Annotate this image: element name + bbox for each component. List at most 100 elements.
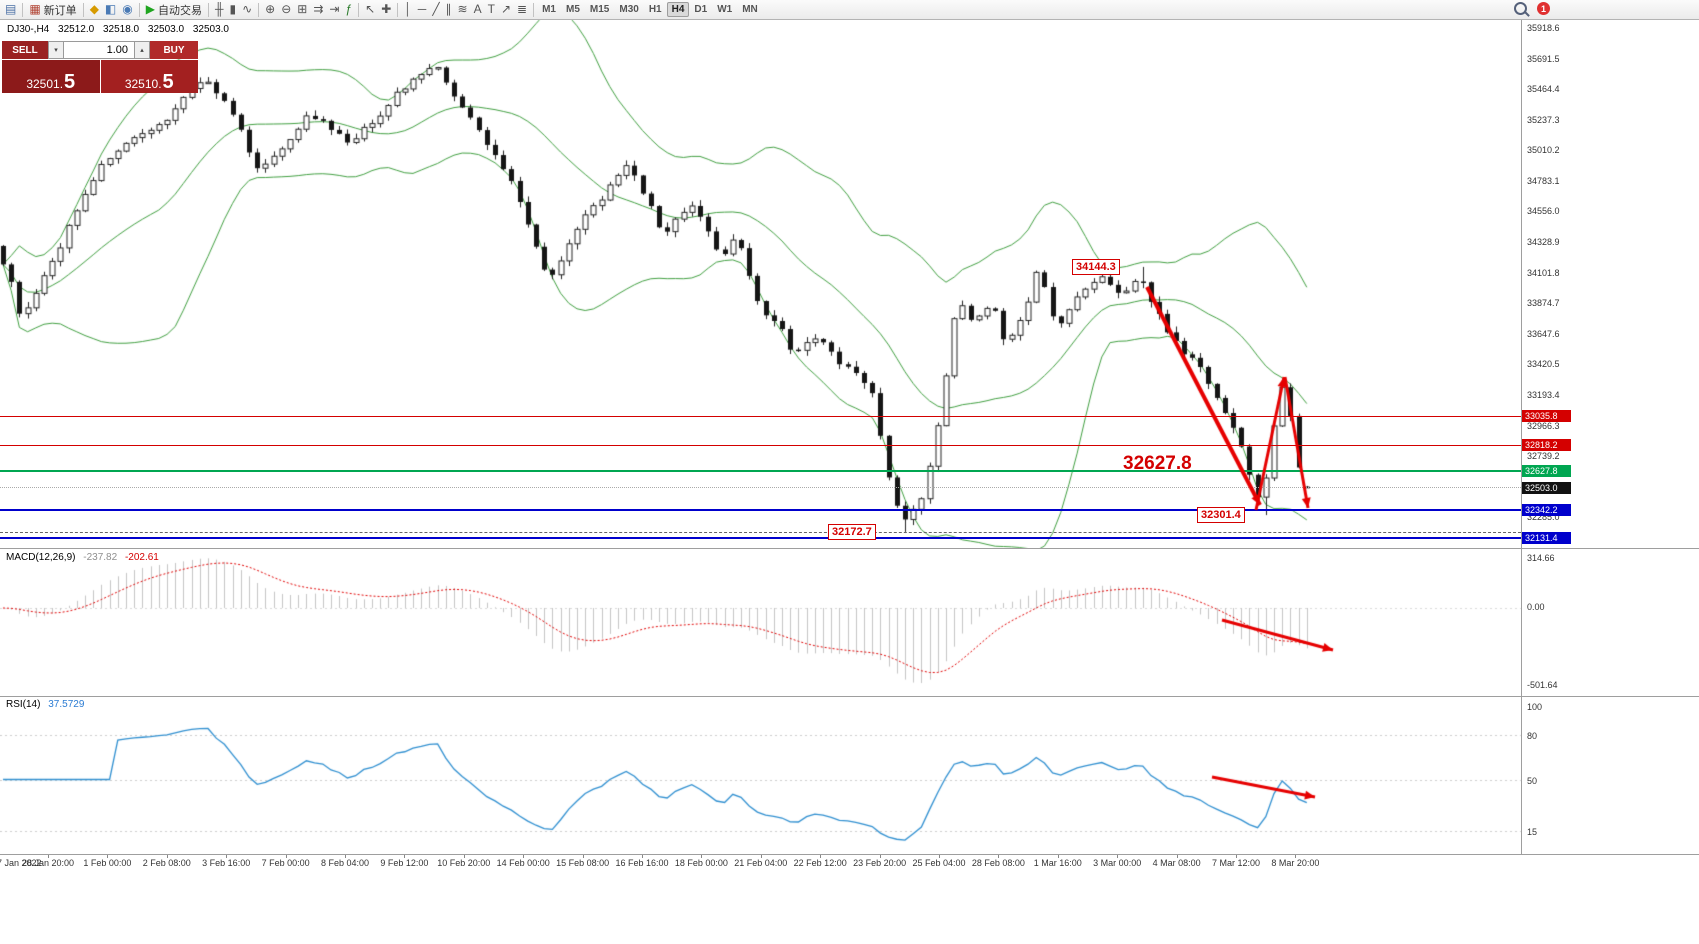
macd-label: MACD(12,26,9) -237.82 -202.61 — [6, 552, 159, 563]
timeframe-d1-button[interactable]: D1 — [694, 4, 708, 15]
chart-window-icon: ▤ — [5, 2, 17, 16]
channel-icon: ∥ — [445, 2, 452, 16]
channel-icon[interactable]: ∥ — [443, 1, 455, 18]
lot-decrease-button[interactable]: ▾ — [48, 41, 64, 59]
search-icon[interactable] — [1514, 2, 1527, 15]
alerts-icon[interactable]: ◉ — [119, 1, 135, 18]
toolbar-separator — [138, 2, 140, 17]
timeframe-h1-button[interactable]: H1 — [648, 4, 662, 15]
one-click-trading-panel: SELL ▾ 1.00 ▴ BUY 32501. 5 32510. 5 — [2, 41, 198, 93]
symbol-info: DJ30-,H4 32512.0 32518.0 32503.0 32503.0 — [7, 24, 235, 35]
hline-33035.8[interactable] — [0, 415, 1521, 417]
tile-windows-icon[interactable]: ⊞ — [294, 1, 310, 18]
profiles-icon[interactable]: ◧ — [102, 1, 119, 18]
hline-32342.2[interactable] — [0, 508, 1521, 511]
price-axis-label: 34556.0 — [1527, 206, 1560, 217]
sell-button[interactable]: SELL — [2, 41, 48, 59]
hline-32818.2[interactable] — [0, 444, 1521, 446]
trendline-icon[interactable]: ╱ — [429, 1, 442, 18]
time-axis-label: 14 Feb 00:00 — [496, 858, 550, 868]
price-axis-label: 33874.7 — [1527, 298, 1560, 309]
rsi-scale-label: 100 — [1527, 702, 1543, 712]
macd-pane-separator[interactable] — [0, 548, 1699, 549]
price-tag-32131.4: 32131.4 — [1522, 531, 1571, 544]
fibonacci-icon[interactable]: ≋ — [455, 1, 471, 18]
price-annotation-34144[interactable]: 34144.3 — [1072, 258, 1120, 275]
time-axis-tick — [166, 855, 168, 858]
time-axis-tick — [463, 855, 465, 858]
hline-32503[interactable] — [0, 487, 1521, 489]
arrows-icon[interactable]: ↗ — [498, 1, 514, 18]
time-axis-separator — [0, 854, 1699, 855]
timeframe-m30-button[interactable]: M30 — [619, 4, 639, 15]
time-axis-label: 28 Feb 08:00 — [971, 858, 1025, 868]
timeframe-w1-button[interactable]: W1 — [717, 4, 733, 15]
timeframe-m5-button[interactable]: M5 — [566, 4, 580, 15]
timeframe-h4-button[interactable]: H4 — [666, 2, 690, 17]
time-axis-label: 16 Feb 16:00 — [615, 858, 669, 868]
crosshair-icon[interactable]: ✚ — [378, 1, 394, 18]
new-order-button-label: 新订单 — [43, 4, 77, 17]
time-axis-tick — [107, 855, 109, 858]
macd-scale-zero: 0.00 — [1527, 602, 1545, 612]
hline-32627.8[interactable] — [0, 470, 1521, 473]
zoom-in-icon[interactable]: ⊕ — [262, 1, 278, 18]
line-chart-icon[interactable]: ∿ — [239, 1, 255, 18]
notification-badge[interactable]: 1 — [1537, 2, 1550, 15]
buy-button[interactable]: BUY — [150, 41, 198, 59]
lot-size-input[interactable]: 1.00 — [64, 41, 134, 59]
time-axis-tick — [939, 855, 940, 858]
timeframe-m1-button[interactable]: M1 — [542, 4, 556, 15]
bar-chart-icon[interactable]: ╫ — [212, 1, 227, 18]
buy-price-button[interactable]: 32510. 5 — [100, 60, 198, 93]
cursor-icon[interactable]: ↖ — [362, 1, 378, 18]
hline-32172.7[interactable] — [0, 531, 1521, 533]
price-annotation-32627[interactable]: 32627.8 — [1123, 453, 1192, 474]
candlestick-chart-icon[interactable]: ▮ — [227, 1, 240, 18]
chart-shift-icon[interactable]: ⇥ — [326, 1, 342, 18]
rsi-pane-separator[interactable] — [0, 696, 1699, 697]
price-tag-32342.2: 32342.2 — [1522, 503, 1571, 516]
price-axis-label: 34101.8 — [1527, 267, 1560, 278]
autoscroll-icon[interactable]: ⇉ — [310, 1, 326, 18]
price-annotation-32172[interactable]: 32172.7 — [828, 524, 876, 541]
indicators-icon[interactable]: ƒ — [342, 1, 355, 18]
new-chart-icon[interactable]: ◆ — [87, 1, 102, 18]
trendline-icon: ╱ — [432, 2, 440, 16]
grid-icon[interactable]: ≣ — [514, 1, 530, 18]
vertical-line-icon: │ — [404, 2, 412, 16]
zoom-out-icon: ⊖ — [281, 2, 292, 16]
text-icon[interactable]: A — [471, 1, 485, 18]
time-axis-tick — [523, 855, 525, 858]
price-axis-label: 35464.4 — [1527, 84, 1560, 95]
time-axis-label: 18 Feb 00:00 — [674, 858, 728, 868]
time-axis-label: 7 Feb 00:00 — [261, 858, 310, 868]
time-axis-tick — [1117, 855, 1119, 858]
price-annotation-32301[interactable]: 32301.4 — [1197, 507, 1245, 524]
tile-windows-icon: ⊞ — [297, 2, 308, 16]
rsi-name: RSI(14) — [6, 699, 41, 710]
buy-price-main: 32510. — [124, 77, 162, 91]
price-axis-label: 34783.1 — [1527, 175, 1560, 186]
new-order-button[interactable]: ▦ 新订单 — [26, 1, 79, 18]
price-axis-label: 32739.2 — [1527, 451, 1560, 462]
lot-increase-button[interactable]: ▴ — [134, 41, 150, 59]
timeframe-m15-button[interactable]: M15 — [589, 4, 610, 15]
timeframe-mn-button[interactable]: MN — [742, 4, 758, 15]
horizontal-line-icon[interactable]: ─ — [415, 1, 430, 18]
autotrading-button[interactable]: ▶ 自动交易 — [143, 1, 205, 18]
price-axis-label: 33193.4 — [1527, 389, 1560, 400]
time-axis-tick — [1236, 855, 1237, 858]
price-axis-label: 33420.5 — [1527, 359, 1560, 370]
vertical-line-icon[interactable]: │ — [401, 1, 415, 18]
fibonacci-icon: ≋ — [457, 2, 468, 16]
label-icon[interactable]: T — [485, 1, 498, 18]
toolbar-separator — [22, 2, 24, 17]
sell-price-button[interactable]: 32501. 5 — [2, 60, 100, 93]
time-axis-label: 3 Mar 00:00 — [1093, 858, 1142, 868]
toolbar-separator — [82, 2, 84, 17]
arrows-icon: ↗ — [500, 2, 512, 16]
zoom-out-icon[interactable]: ⊖ — [278, 1, 294, 18]
hline-32131.4[interactable] — [0, 536, 1521, 539]
chart-window-icon[interactable]: ▤ — [2, 1, 19, 18]
